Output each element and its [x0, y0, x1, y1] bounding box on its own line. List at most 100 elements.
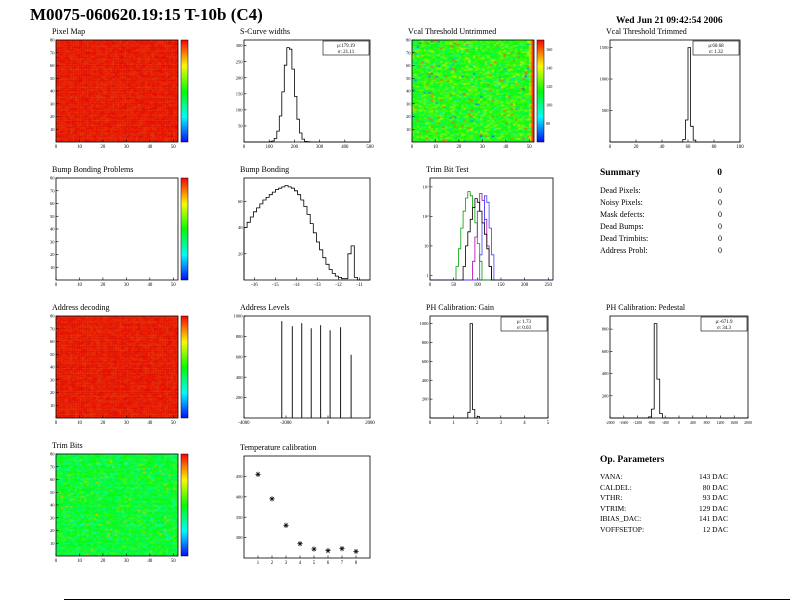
svg-text:20: 20 — [238, 251, 243, 256]
panel-trim-bit-test: Trim Bit Test 0 50 100 150 200 250 1 10 10² 10³ — [414, 165, 559, 293]
summary-panel: Summary 0 Dead Pixels: 0 Noisy Pixels: 0 Mas… — [600, 168, 722, 257]
summary-total: 0 — [717, 168, 722, 178]
svg-text:10: 10 — [406, 127, 411, 132]
ph-calibration-pedestal-svg: -2000 -1600 -1200 -800 -400 0 400 800 1200 1600 20… — [602, 315, 752, 425]
pixel-map-colorbar — [181, 40, 188, 142]
svg-text:μ:-671.9: μ:-671.9 — [716, 320, 733, 325]
svg-text:1200: 1200 — [717, 421, 725, 425]
op-parameter-row-value: 80 DAC — [702, 482, 728, 492]
svg-text:20: 20 — [101, 559, 106, 564]
bump-bonding-svg: -16 -15 -14 -13 -12 -11 20 40 60 — [238, 177, 371, 288]
svg-text:σ: 1.32: σ: 1.32 — [709, 50, 724, 55]
svg-text:10: 10 — [50, 127, 55, 132]
address-decoding-title: Address decoding — [52, 303, 110, 312]
s-curve-widths-title: S-Curve widths — [240, 27, 290, 36]
svg-text:μ: 1.73: μ: 1.73 — [517, 320, 532, 325]
svg-text:-2000: -2000 — [280, 421, 292, 426]
panel-bump-bonding-problems: Bump Bonding Problems 0 10 20 30 40 50 10 20 30 4… — [40, 165, 204, 293]
svg-text:800: 800 — [704, 421, 710, 425]
svg-text:1000: 1000 — [600, 77, 610, 82]
panel-ph-calibration-pedestal: PH Calibration: Pedestal -2000 -1600 -1200… — [594, 303, 754, 431]
svg-text:20: 20 — [101, 283, 106, 288]
svg-text:800: 800 — [602, 327, 610, 332]
svg-text:0: 0 — [429, 283, 432, 288]
address-decoding-colorbar — [181, 316, 188, 418]
svg-text:400: 400 — [422, 378, 430, 383]
svg-text:1: 1 — [426, 273, 428, 278]
svg-text:40: 40 — [147, 145, 152, 150]
summary-row-label: Noisy Pixels: — [600, 198, 643, 207]
svg-text:60: 60 — [50, 339, 55, 344]
svg-text:4: 4 — [299, 561, 302, 566]
svg-text:20: 20 — [634, 145, 639, 150]
svg-text:-800: -800 — [648, 421, 655, 425]
svg-text:0: 0 — [55, 283, 58, 288]
svg-text:100: 100 — [546, 102, 552, 107]
op-parameter-row-label: VTRIM: — [600, 503, 627, 513]
svg-text:30: 30 — [50, 377, 55, 382]
svg-text:40: 40 — [660, 145, 665, 150]
svg-text:0: 0 — [327, 421, 330, 426]
s-curve-widths-svg: 0 100 200 300 400 500 50 100 150 200 250 300 μ:179.1… — [236, 39, 374, 150]
op-parameter-row-value: 129 DAC — [699, 503, 728, 513]
svg-text:80: 80 — [50, 314, 55, 319]
svg-text:30: 30 — [406, 101, 411, 106]
svg-text:-15: -15 — [272, 283, 279, 288]
panel-address-decoding: Address decoding 0 10 20 30 40 50 10 20 30 40 50 60… — [40, 303, 204, 431]
svg-text:400: 400 — [341, 145, 349, 150]
svg-text:σ: 0.03: σ: 0.03 — [517, 326, 532, 331]
op-parameter-row-label: CALDEL: — [600, 482, 632, 492]
svg-text:20: 20 — [50, 390, 55, 395]
trim-bits-colorbar — [181, 454, 188, 556]
svg-text:20: 20 — [50, 528, 55, 533]
svg-text:20: 20 — [457, 145, 462, 150]
svg-text:1500: 1500 — [600, 45, 610, 50]
vcal-threshold-untrimmed-plot: 0 10 20 30 40 50 10 20 30 40 50 60 70 80 80 100 120 140 16… — [396, 37, 560, 155]
svg-text:500: 500 — [602, 108, 610, 113]
svg-text:80: 80 — [546, 121, 550, 126]
svg-text:0: 0 — [429, 421, 432, 426]
svg-text:0: 0 — [55, 421, 58, 426]
svg-text:1000: 1000 — [234, 314, 244, 319]
svg-text:200: 200 — [521, 283, 529, 288]
svg-text:30: 30 — [124, 145, 129, 150]
svg-text:150: 150 — [236, 91, 244, 96]
svg-text:200: 200 — [422, 397, 430, 402]
bump-bonding-problems-svg: 0 10 20 30 40 50 10 20 30 40 50 60 70 80 — [50, 176, 189, 288]
op-parameter-row-value: 141 DAC — [699, 514, 728, 523]
trim-bits-map-canvas — [56, 454, 178, 556]
svg-text:500: 500 — [366, 145, 374, 150]
svg-text:400: 400 — [236, 375, 244, 380]
svg-text:100: 100 — [474, 283, 482, 288]
bump-bonding-problems-colorbar — [181, 178, 188, 280]
svg-text:80: 80 — [712, 145, 717, 150]
svg-text:20: 20 — [50, 114, 55, 119]
summary-row-label: Dead Bumps: — [600, 222, 644, 231]
summary-row: Dead Bumps: 0 — [600, 221, 722, 233]
svg-text:10: 10 — [77, 145, 82, 150]
svg-text:50: 50 — [171, 145, 176, 150]
svg-text:40: 40 — [50, 503, 55, 508]
svg-text:160: 160 — [546, 47, 552, 52]
panel-temperature-calibration: Temperature calibration 1 2 3 4 5 6 7 8 300 350 40… — [228, 443, 376, 571]
svg-text:-14: -14 — [293, 283, 300, 288]
summary-row-label: Mask defects: — [600, 210, 645, 219]
svg-text:0: 0 — [243, 145, 246, 150]
svg-text:50: 50 — [50, 76, 55, 81]
ph-calibration-gain-title: PH Calibration: Gain — [426, 303, 494, 312]
svg-text:10³: 10³ — [423, 184, 430, 189]
op-parameter-row-value: 93 DAC — [702, 493, 728, 502]
panel-vcal-threshold-untrimmed: Vcal Threshold Untrimmed 0 10 20 30 40 50 10 20… — [396, 27, 560, 155]
svg-text:8: 8 — [355, 561, 358, 566]
svg-text:30: 30 — [124, 421, 129, 426]
svg-text:70: 70 — [50, 50, 55, 55]
op-parameter-row-label: IBIAS_DAC: — [600, 514, 642, 523]
svg-text:60: 60 — [238, 199, 243, 204]
svg-text:600: 600 — [236, 354, 244, 359]
svg-text:-12: -12 — [335, 283, 342, 288]
svg-text:10: 10 — [50, 541, 55, 546]
svg-text:100: 100 — [736, 145, 744, 150]
op-parameter-row: VOFFSETOP: 12 DAC — [600, 525, 728, 536]
pixel-map-map-canvas — [56, 40, 178, 142]
svg-text:400: 400 — [602, 371, 610, 376]
